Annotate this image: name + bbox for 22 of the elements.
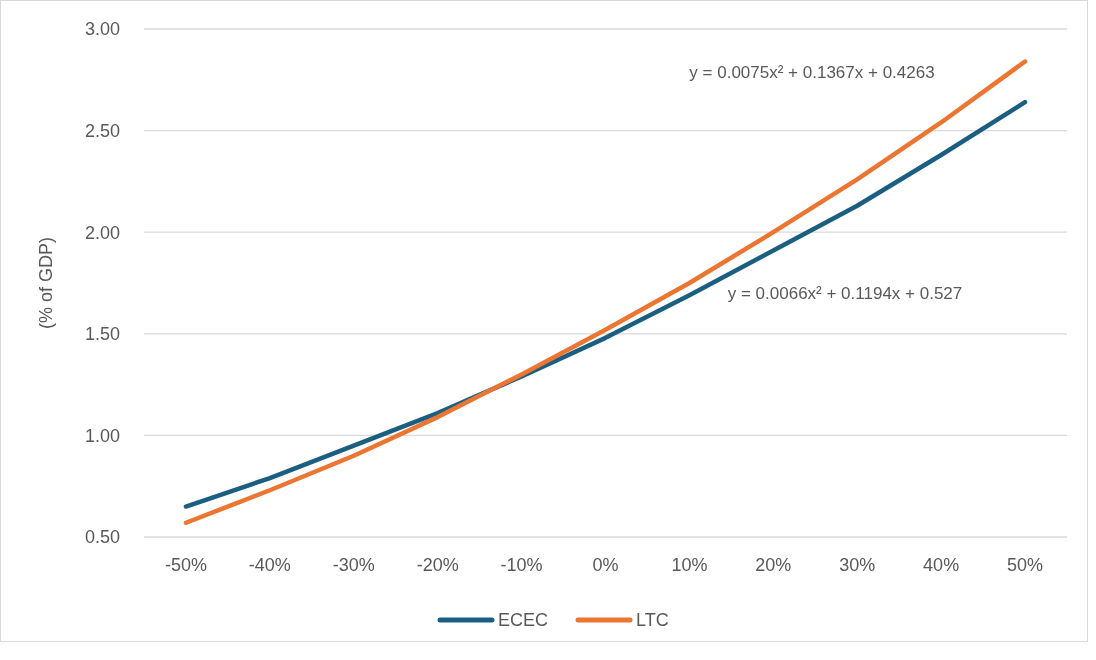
x-tick-label: 30% — [839, 555, 876, 575]
x-tick-label: -30% — [332, 555, 375, 575]
y-tick-label: 2.00 — [84, 222, 120, 243]
x-tick-label: 10% — [671, 555, 708, 575]
y-tick-label: 0.50 — [84, 527, 120, 548]
legend-label: ECEC — [498, 610, 549, 631]
x-tick-label: 40% — [923, 555, 960, 575]
annotation: y = 0.0066x² + 0.1194x + 0.527 — [727, 283, 963, 303]
x-tick-label: -20% — [416, 555, 459, 575]
y-tick-label: 2.50 — [84, 120, 120, 141]
y-tick-label: 1.00 — [84, 425, 120, 446]
y-tick-label: 3.00 — [84, 19, 120, 40]
x-tick-label: -40% — [248, 555, 291, 575]
x-tick-label: 50% — [1007, 555, 1044, 575]
legend-label: LTC — [636, 610, 669, 631]
x-tick-label: 20% — [755, 555, 792, 575]
y-tick-label: 1.50 — [84, 324, 120, 345]
x-tick-label: -50% — [164, 555, 207, 575]
x-tick-label: -10% — [500, 555, 543, 575]
annotation: y = 0.0075x² + 0.1367x + 0.4263 — [689, 62, 935, 82]
y-axis-title: (% of GDP) — [36, 236, 56, 330]
x-tick-label: 0% — [592, 555, 619, 575]
